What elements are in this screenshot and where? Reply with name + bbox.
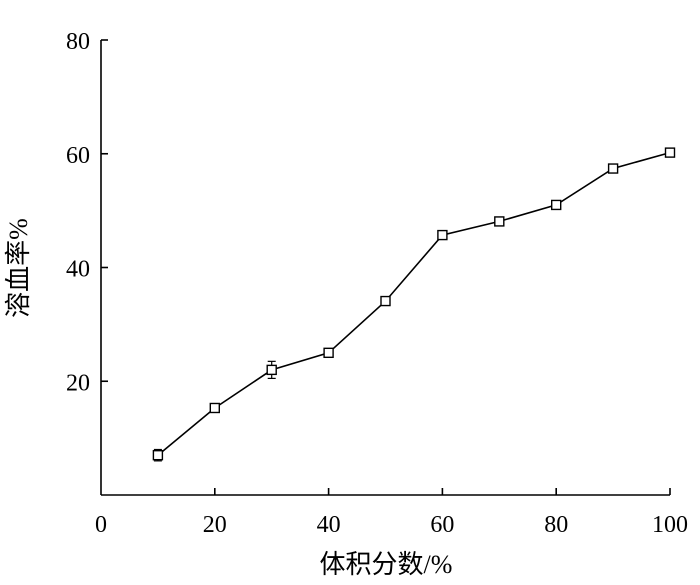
data-point-marker: [494, 216, 505, 227]
data-point-marker: [607, 163, 619, 174]
data-point-marker: [266, 364, 277, 376]
x-tick-label: 0: [95, 512, 107, 538]
data-point-marker: [323, 347, 334, 359]
x-tick-label: 100: [652, 512, 688, 538]
data-point-marker: [380, 295, 391, 307]
data-markers: [152, 147, 676, 461]
tick-labels: 0 20 40 60 80 100 20 40 60 80: [66, 29, 688, 538]
y-tick-label: 40: [66, 257, 90, 283]
x-tick-label: 20: [203, 512, 227, 538]
y-axis-title: 溶血率%: [4, 218, 33, 318]
ticks: [101, 39, 671, 495]
y-tick-label: 20: [66, 370, 90, 396]
error-bars: [153, 148, 674, 462]
data-point-marker: [152, 449, 164, 461]
data-point-marker: [551, 199, 562, 211]
series-line-group: [157, 151, 671, 456]
data-point-marker: [209, 402, 221, 414]
x-tick-label: 60: [430, 512, 454, 538]
data-point-marker: [664, 147, 676, 158]
y-tick-label: 60: [66, 143, 90, 169]
y-tick-label: 80: [66, 29, 90, 55]
data-point-marker: [437, 229, 448, 241]
series-line: [157, 151, 671, 456]
x-tick-label: 80: [544, 512, 568, 538]
axes: [100, 40, 670, 496]
x-axis-title: 体积分数/%: [320, 550, 453, 579]
x-tick-label: 40: [317, 512, 341, 538]
